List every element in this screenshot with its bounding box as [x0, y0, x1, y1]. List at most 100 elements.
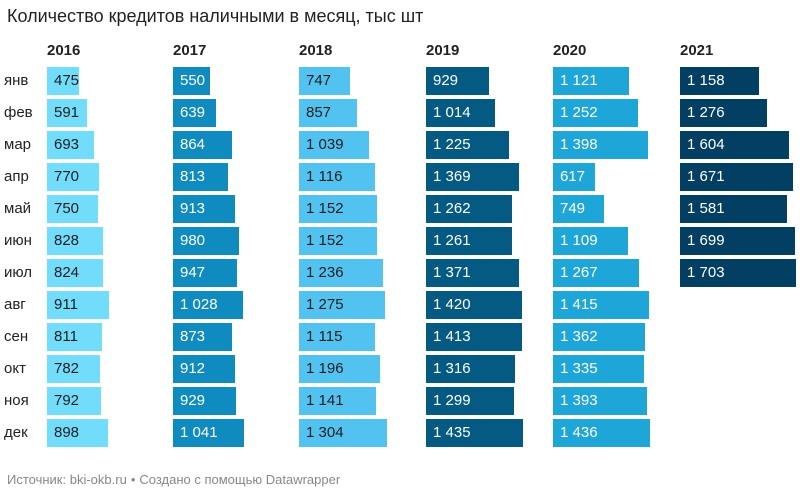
bar-2017-май	[173, 195, 235, 223]
footer: Источник: bki-okb.ru • Создано с помощью D…	[7, 472, 340, 487]
bar-2020-май	[553, 195, 604, 223]
value-label: 1 152	[306, 232, 344, 249]
bar-2020-июл	[553, 259, 639, 287]
bar-2019-май	[426, 195, 512, 223]
value-label: 1 413	[433, 328, 471, 345]
month-label: июн	[4, 232, 32, 249]
bar-2019-мар	[426, 131, 509, 159]
bar-2017-июн	[173, 227, 239, 255]
year-header: 2021	[680, 42, 714, 59]
bar-2018-янв	[299, 67, 350, 95]
month-label: окт	[4, 360, 26, 377]
year-header: 2017	[173, 42, 207, 59]
value-label: 1 699	[687, 232, 725, 249]
value-label: 693	[54, 136, 80, 153]
value-label: 1 158	[687, 72, 725, 89]
month-label: дек	[4, 424, 28, 441]
value-label: 792	[54, 392, 80, 409]
bar-2018-апр	[299, 163, 375, 191]
value-label: 1 362	[560, 328, 598, 345]
year-header: 2020	[553, 42, 587, 59]
value-label: 828	[54, 232, 80, 249]
bar-2020-янв	[553, 67, 629, 95]
bar-2019-янв	[426, 67, 489, 95]
value-label: 591	[54, 104, 80, 121]
bar-2017-апр	[173, 163, 228, 191]
value-label: 1 039	[306, 136, 344, 153]
month-label: сен	[4, 328, 29, 345]
value-label: 1 267	[560, 264, 598, 281]
value-label: 912	[180, 360, 206, 377]
bar-2019-апр	[426, 163, 519, 191]
month-label: фев	[4, 104, 33, 121]
bar-2016-дек	[47, 419, 108, 447]
value-label: 1 393	[560, 392, 598, 409]
bar-2019-фев	[426, 99, 495, 127]
value-label: 1 415	[560, 296, 598, 313]
value-label: 1 369	[433, 168, 471, 185]
bar-2016-июн	[47, 227, 103, 255]
bar-2020-авг	[553, 291, 649, 319]
value-label: 1 152	[306, 200, 344, 217]
value-label: 1 236	[306, 264, 344, 281]
value-label: 747	[306, 72, 332, 89]
bar-2016-окт	[47, 355, 100, 383]
value-label: 980	[180, 232, 206, 249]
value-label: 1 304	[306, 424, 344, 441]
value-label: 1 420	[433, 296, 471, 313]
bar-2016-авг	[47, 291, 109, 319]
bar-2017-авг	[173, 291, 243, 319]
month-label: авг	[4, 296, 26, 313]
month-label: апр	[4, 168, 29, 185]
bar-2017-фев	[173, 99, 216, 127]
value-label: 947	[180, 264, 206, 281]
year-header: 2019	[426, 42, 460, 59]
value-label: 1 703	[687, 264, 725, 281]
bar-2018-май	[299, 195, 377, 223]
chart-title: Количество кредитов наличными в месяц, т…	[7, 6, 424, 26]
value-label: 1 581	[687, 200, 725, 217]
month-label: янв	[4, 72, 29, 89]
value-label: 550	[180, 72, 206, 89]
bar-2021-фев	[680, 99, 767, 127]
bar-2020-мар	[553, 131, 648, 159]
bar-2020-сен	[553, 323, 645, 351]
value-label: 1 014	[433, 104, 471, 121]
bar-2017-сен	[173, 323, 232, 351]
value-label: 617	[560, 168, 586, 185]
value-label: 1 109	[560, 232, 598, 249]
value-label: 929	[433, 72, 459, 89]
bar-2016-май	[47, 195, 98, 223]
bar-2020-апр	[553, 163, 595, 191]
bar-2020-фев	[553, 99, 638, 127]
bar-2021-май	[680, 195, 787, 223]
bar-2018-ноя	[299, 387, 376, 415]
bar-2016-апр	[47, 163, 99, 191]
bar-2020-ноя	[553, 387, 647, 415]
value-label: 1 436	[560, 424, 598, 441]
bar-2021-июн	[680, 227, 795, 255]
month-label: ноя	[4, 392, 29, 409]
value-label: 873	[180, 328, 206, 345]
value-label: 1 196	[306, 360, 344, 377]
bar-2019-окт	[426, 355, 515, 383]
year-header: 2016	[47, 42, 81, 59]
credit-link[interactable]: Создано с помощью Datawrapper	[139, 472, 341, 487]
value-label: 911	[54, 296, 78, 313]
value-label: 1 261	[433, 232, 471, 249]
value-label: 1 398	[560, 136, 598, 153]
value-label: 1 252	[560, 104, 598, 121]
bar-2018-авг	[299, 291, 385, 319]
bar-2018-окт	[299, 355, 380, 383]
bar-2016-июл	[47, 259, 103, 287]
value-label: 1 141	[306, 392, 344, 409]
year-header: 2018	[299, 42, 333, 59]
bar-2017-ноя	[173, 387, 236, 415]
bar-2019-дек	[426, 419, 523, 447]
bar-2020-июн	[553, 227, 628, 255]
footer-separator: •	[130, 472, 136, 487]
source-link[interactable]: Источник: bki-okb.ru	[7, 472, 127, 487]
value-label: 1 041	[180, 424, 218, 441]
bar-2016-фев	[47, 99, 87, 127]
value-label: 864	[180, 136, 206, 153]
